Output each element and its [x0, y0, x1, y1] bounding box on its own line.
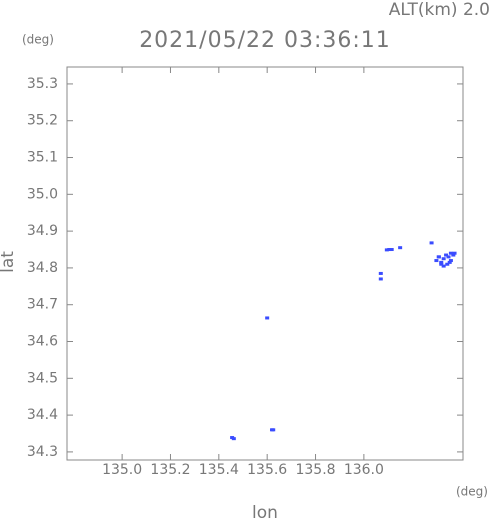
- y-tick-label: 34.7: [27, 297, 58, 313]
- data-point: [389, 248, 394, 252]
- data-point: [387, 248, 392, 252]
- y-tick-label: 34.8: [27, 260, 58, 276]
- data-point: [231, 437, 236, 441]
- y-tick-label: 34.9: [27, 223, 58, 239]
- plot-frame: [66, 66, 464, 461]
- y-tick-label: 35.0: [27, 186, 58, 202]
- data-point: [265, 316, 270, 320]
- data-point: [434, 259, 439, 263]
- data-point: [378, 277, 383, 281]
- data-point: [451, 253, 456, 257]
- y-axis-label: lat: [0, 251, 18, 273]
- x-tick-label: 135.8: [295, 462, 335, 478]
- data-point: [441, 264, 446, 268]
- data-point: [384, 248, 389, 252]
- y-tick-label: 34.6: [27, 334, 58, 350]
- data-point: [378, 271, 383, 275]
- data-point: [439, 262, 444, 266]
- x-axis-label: lon: [252, 503, 278, 521]
- x-tick-label: 136.0: [344, 462, 384, 478]
- data-point: [445, 262, 450, 266]
- data-point: [429, 241, 434, 245]
- data-point: [441, 257, 446, 261]
- y-tick-label: 35.3: [27, 76, 58, 92]
- data-point: [446, 255, 451, 259]
- y-tick-label: 34.3: [27, 444, 58, 460]
- data-point: [448, 259, 453, 263]
- y-tick-label: 35.1: [27, 150, 58, 166]
- x-tick-label: 135.2: [150, 462, 190, 478]
- altitude-label: ALT(km) 2.0: [389, 0, 490, 20]
- y-unit: (deg): [22, 33, 54, 47]
- data-point: [444, 253, 449, 257]
- x-tick-label: 135.6: [247, 462, 287, 478]
- x-tick-label: 135.0: [102, 462, 142, 478]
- data-point: [439, 260, 444, 264]
- data-point: [452, 251, 457, 255]
- data-point: [447, 260, 452, 264]
- data-point: [448, 251, 453, 255]
- x-unit: (deg): [456, 485, 488, 499]
- y-tick-label: 34.4: [27, 407, 58, 423]
- chart-title: 2021/05/22 03:36:11: [139, 28, 391, 53]
- data-point: [398, 246, 403, 250]
- y-tick-label: 34.5: [27, 370, 58, 386]
- y-tick-label: 35.2: [27, 113, 58, 129]
- x-tick-label: 135.4: [199, 462, 239, 478]
- data-point: [436, 255, 441, 259]
- data-point: [271, 428, 276, 432]
